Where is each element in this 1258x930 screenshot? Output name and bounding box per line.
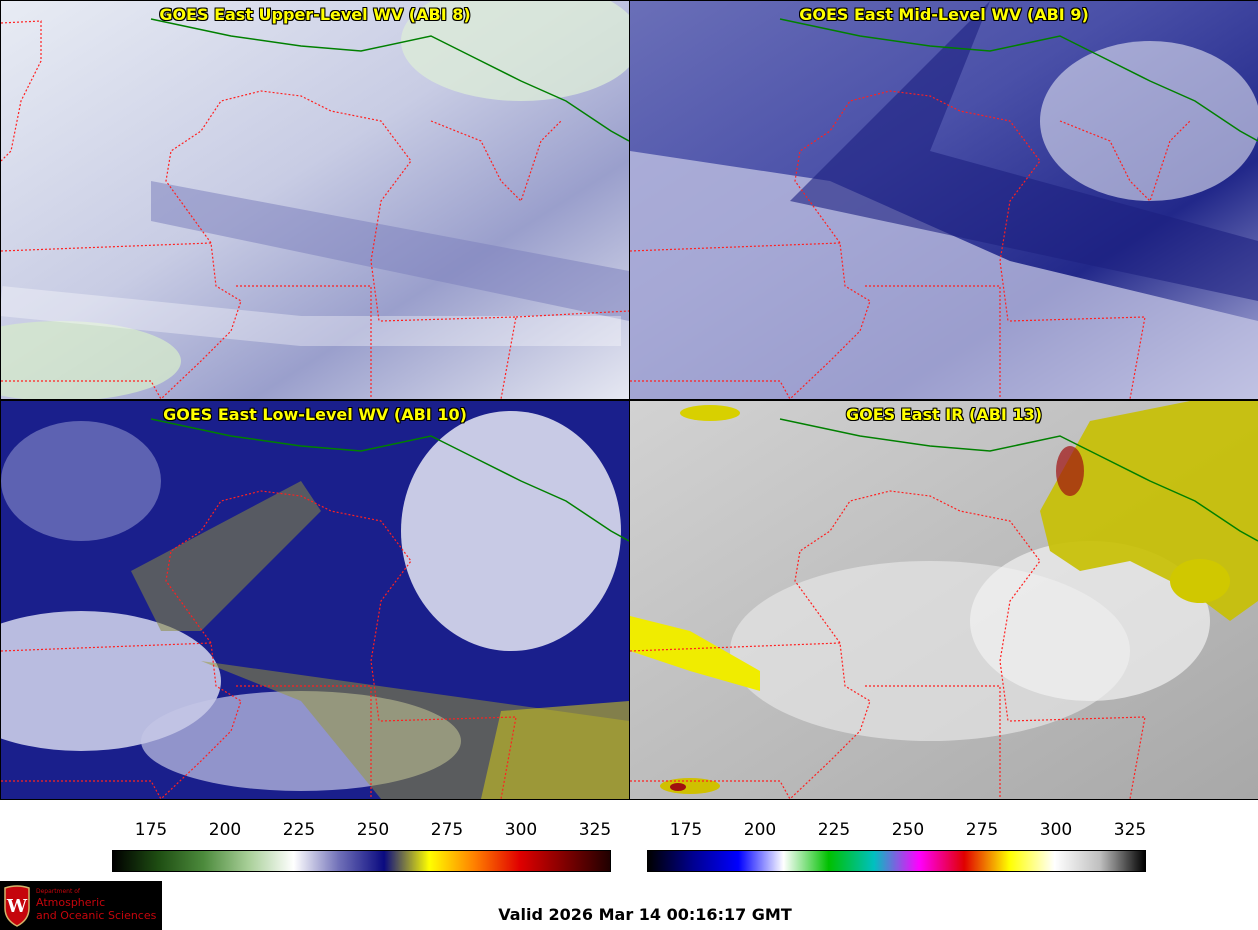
mid-level-wv-panel: GOES East Mid-Level WV (ABI 9) [629, 0, 1258, 400]
valid-time-label: Valid 2026 Mar 14 00:16:17 GMT [498, 905, 792, 924]
tick-label: 200 [208, 820, 242, 840]
map-borders [630, 418, 1258, 799]
tick-label: 325 [1113, 820, 1147, 840]
tick-label: 300 [504, 820, 538, 840]
uw-crest-icon: W [4, 885, 30, 927]
map-borders [630, 18, 1258, 399]
map-borders [1, 18, 629, 399]
tick-label: 250 [891, 820, 925, 840]
panel-title: GOES East Mid-Level WV (ABI 9) [799, 5, 1089, 24]
ir-panel: GOES East IR (ABI 13) [629, 400, 1258, 800]
tick-label: 225 [817, 820, 851, 840]
tick-label: 225 [282, 820, 316, 840]
tick-label: 275 [965, 820, 999, 840]
upper-level-wv-image [1, 1, 629, 399]
map-borders [1, 418, 629, 799]
tick-label: 175 [134, 820, 168, 840]
tick-label: 275 [430, 820, 464, 840]
tick-label: 200 [743, 820, 777, 840]
wv-colorbar-ticks: 175 200 225 250 275 300 325 [112, 816, 612, 846]
tick-label: 300 [1039, 820, 1073, 840]
logo-name-line2: and Oceanic Sciences [36, 909, 157, 922]
panel-title: GOES East Low-Level WV (ABI 10) [163, 405, 467, 424]
logo-name-line1: Atmospheric [36, 896, 106, 909]
ir-colorbar: 175 200 225 250 275 300 325 [647, 816, 1147, 876]
ir-colorbar-ticks: 175 200 225 250 275 300 325 [647, 816, 1147, 846]
mid-level-wv-image [630, 1, 1258, 399]
tick-label: 175 [669, 820, 703, 840]
wv-color-gradient [112, 850, 611, 872]
low-level-wv-panel: GOES East Low-Level WV (ABI 10) [0, 400, 630, 800]
logo-department-label: Department of [36, 888, 80, 895]
low-level-wv-image [1, 401, 629, 799]
tick-label: 250 [356, 820, 390, 840]
aos-logo: W Department of Atmospheric and Oceanic … [0, 881, 162, 930]
ir-color-gradient [647, 850, 1146, 872]
tick-label: 325 [578, 820, 612, 840]
svg-text:W: W [6, 896, 28, 917]
panel-title: GOES East IR (ABI 13) [845, 405, 1043, 424]
ir-image [630, 401, 1258, 799]
upper-level-wv-panel: GOES East Upper-Level WV (ABI 8) [0, 0, 630, 400]
panel-title: GOES East Upper-Level WV (ABI 8) [159, 5, 471, 24]
wv-colorbar: 175 200 225 250 275 300 325 [112, 816, 612, 876]
